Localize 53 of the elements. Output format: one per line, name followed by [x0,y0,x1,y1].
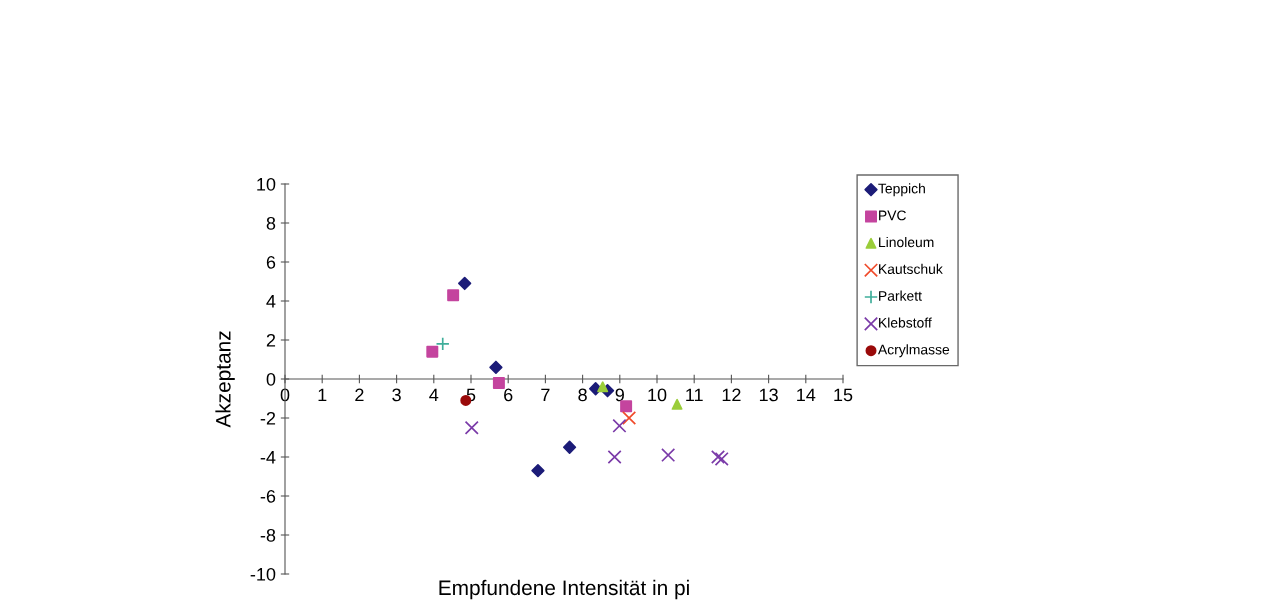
x-tick-label: 4 [429,388,439,402]
y-tick-label: -6 [260,489,276,503]
y-tick-label: 8 [266,216,276,230]
point [531,464,545,478]
x-tick-label: 3 [392,388,401,402]
x-tick-label: 9 [615,388,624,402]
y-tick-label: 6 [266,255,276,269]
y-tick-label: 2 [266,333,276,347]
x-tick-label: 7 [541,388,550,402]
x-tick-label: 0 [280,388,290,402]
legend-label: Acrylmasse [877,344,950,358]
legend-label: Kautschuk [879,263,943,274]
legend-label: Parkett [879,290,922,301]
point [492,376,505,389]
point [612,418,627,433]
x-axis-title: Empfundene Intensität in pi [439,579,689,600]
y-tick-label: -8 [260,528,276,542]
legend-label: Linoleum [879,236,934,248]
y-tick-label: 10 [257,177,276,191]
y-tick-label: -2 [260,411,276,425]
point [447,289,460,302]
x-tick-label: 12 [722,388,741,402]
x-tick-label: 8 [578,388,587,402]
point [607,449,622,465]
x-tick-label: 13 [759,388,778,402]
y-tick-label: 0 [266,372,276,386]
y-tick-label: -10 [250,567,276,581]
x-tick-label: 14 [797,388,816,402]
point [597,381,609,393]
legend-label: Klebstoff [879,317,932,328]
x-tick-label: 6 [504,388,513,402]
point [714,451,729,466]
point [426,345,439,358]
point [458,276,472,291]
x-tick-label: 1 [318,388,327,402]
x-tick-label: 15 [834,388,853,402]
point [562,440,577,454]
point [671,398,683,410]
point [622,410,637,426]
legend-label: PVC [879,210,906,221]
point [464,420,479,435]
point [489,360,503,374]
point [661,448,676,463]
y-tick-label: -4 [260,451,276,464]
point [620,400,633,413]
legend-label: Teppich [878,183,925,197]
x-tick-label: 2 [355,388,364,402]
y-axis-title: Akzeptanz [215,331,235,428]
x-tick-label: 11 [686,388,703,402]
x-tick-label: 10 [648,388,667,402]
point [435,336,450,351]
y-tick-label: 4 [266,295,276,308]
point [710,449,726,465]
